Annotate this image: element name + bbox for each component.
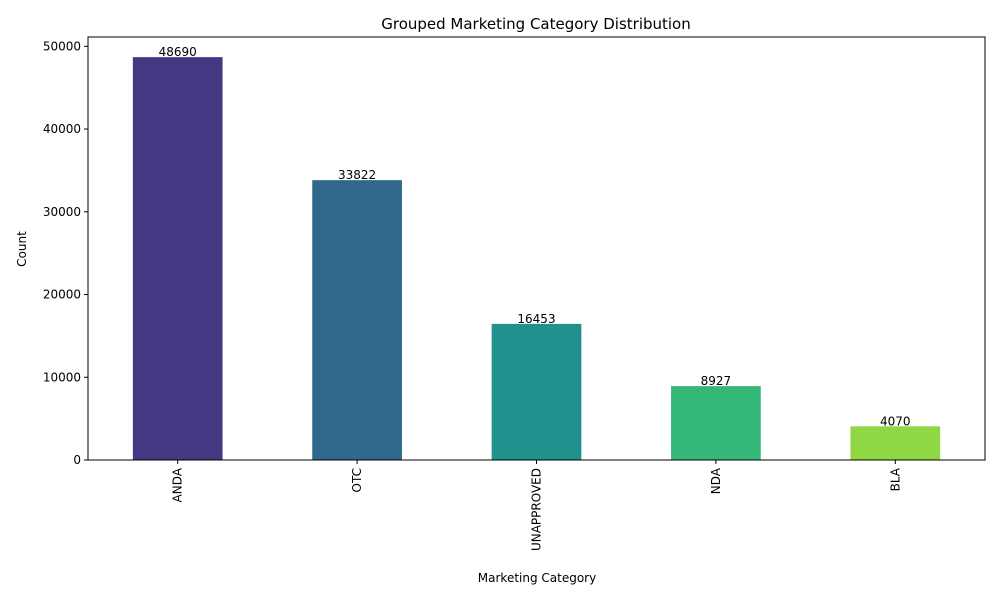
bar-otc — [312, 180, 402, 461]
x-tick-label-bla: BLA — [888, 467, 902, 491]
chart-title: Grouped Marketing Category Distribution — [381, 15, 691, 33]
y-tick-label: 0 — [73, 453, 81, 467]
bars-group — [132, 57, 941, 461]
y-axis-title: Count — [15, 231, 29, 267]
y-tick-label: 40000 — [43, 122, 81, 136]
data-labels-group: 48690 33822 16453 8927 4070 — [159, 45, 911, 428]
x-tick-label-nda: NDA — [709, 467, 723, 494]
bar-bla — [850, 426, 941, 460]
y-tick-label: 10000 — [43, 370, 81, 384]
x-tick-label-unapproved: UNAPPROVED — [530, 468, 544, 551]
x-tick-label-anda: ANDA — [171, 467, 185, 502]
y-tick-label: 20000 — [43, 288, 81, 302]
y-axis: 0 10000 20000 30000 40000 50000 — [43, 39, 88, 467]
x-axis-title: Marketing Category — [478, 571, 596, 585]
x-axis: ANDA OTC UNAPPROVED NDA BLA — [171, 460, 902, 551]
y-tick-label: 50000 — [43, 39, 81, 53]
y-tick-label: 30000 — [43, 205, 81, 219]
data-label-nda: 8927 — [701, 374, 732, 388]
data-label-otc: 33822 — [338, 168, 376, 182]
data-label-anda: 48690 — [159, 45, 197, 59]
bar-unapproved — [491, 323, 582, 460]
bar-nda — [671, 386, 761, 460]
data-label-unapproved: 16453 — [517, 312, 555, 326]
bar-anda — [132, 57, 223, 461]
data-label-bla: 4070 — [880, 414, 911, 428]
x-tick-label-otc: OTC — [350, 468, 364, 492]
